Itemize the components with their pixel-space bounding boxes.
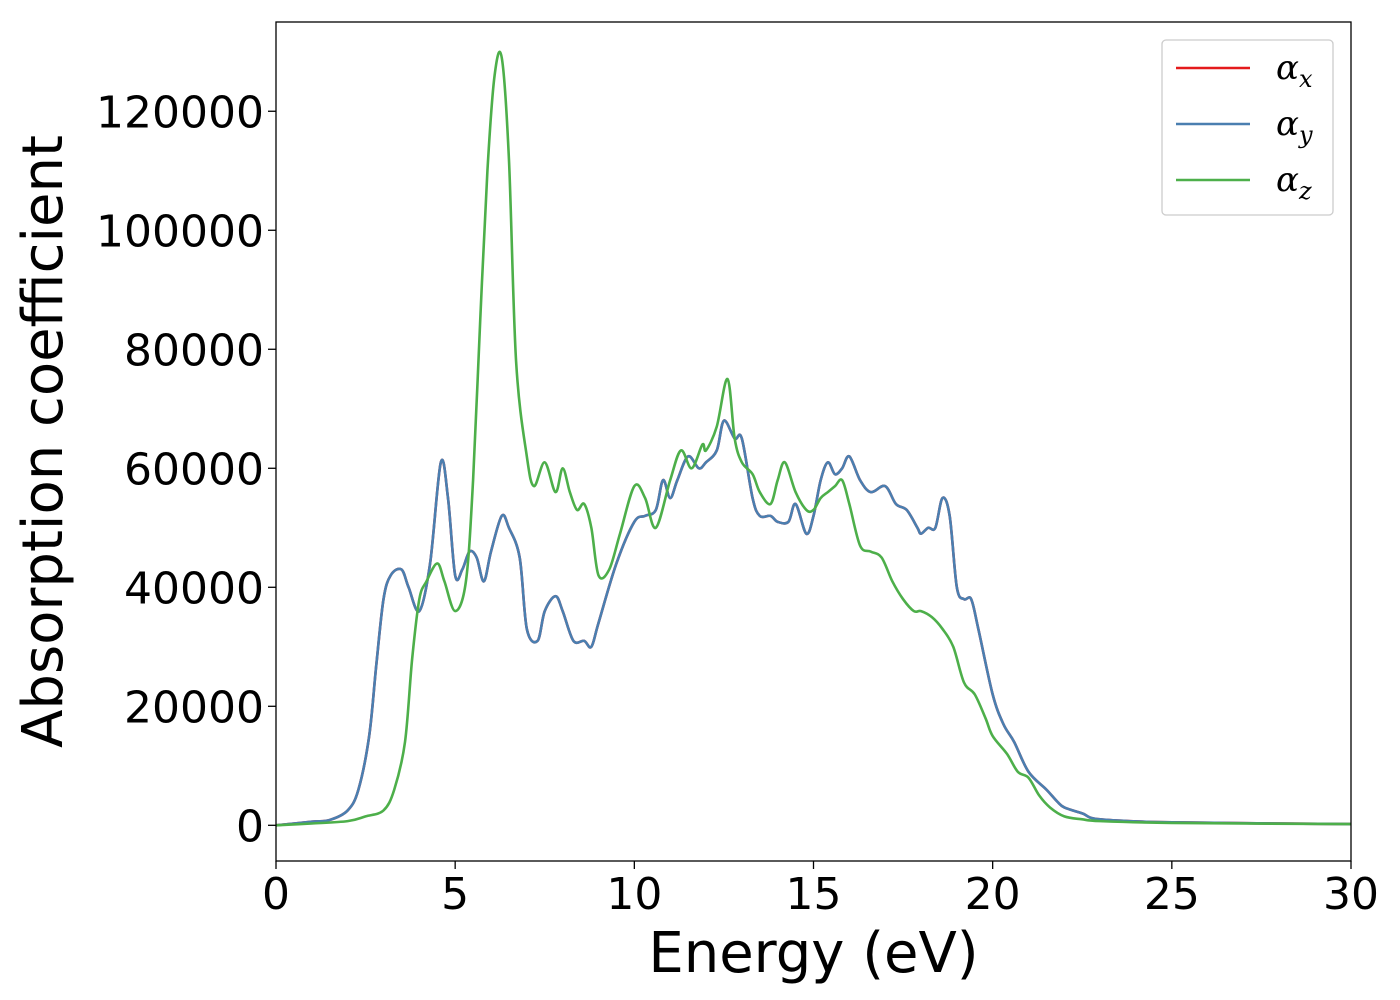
y-tick-label: 100000 [96, 206, 264, 257]
x-axis-ticks: 0 5 10 15 20 25 30 [262, 861, 1379, 920]
y-axis-ticks: 0 20000 40000 60000 80000 100000 120000 [96, 87, 276, 852]
legend-label-x: αx [1276, 48, 1313, 93]
y-tick-label: 80000 [124, 325, 264, 376]
legend-box [1161, 39, 1334, 216]
x-tick-label: 15 [786, 869, 842, 920]
x-axis-label: Energy (eV) [648, 921, 978, 986]
x-tick-label: 0 [262, 869, 290, 920]
legend: αx αy αz [1161, 39, 1334, 216]
y-tick-label: 60000 [124, 444, 264, 495]
x-tick-label: 10 [606, 869, 662, 920]
x-tick-label: 30 [1323, 869, 1379, 920]
y-axis-label: Absorption coefficient [11, 135, 76, 748]
series-line-z [276, 50, 1351, 827]
x-tick-label: 20 [965, 869, 1021, 920]
y-tick-label: 0 [236, 801, 264, 852]
legend-label-y: αy [1276, 104, 1313, 149]
y-tick-label: 40000 [124, 563, 264, 614]
x-tick-label: 5 [441, 869, 469, 920]
legend-label-z: αz [1276, 160, 1312, 205]
x-tick-label: 25 [1144, 869, 1200, 920]
y-tick-label: 120000 [96, 87, 264, 138]
y-tick-label: 20000 [124, 682, 264, 733]
series-layer [276, 50, 1351, 827]
series-line-y [276, 419, 1351, 827]
